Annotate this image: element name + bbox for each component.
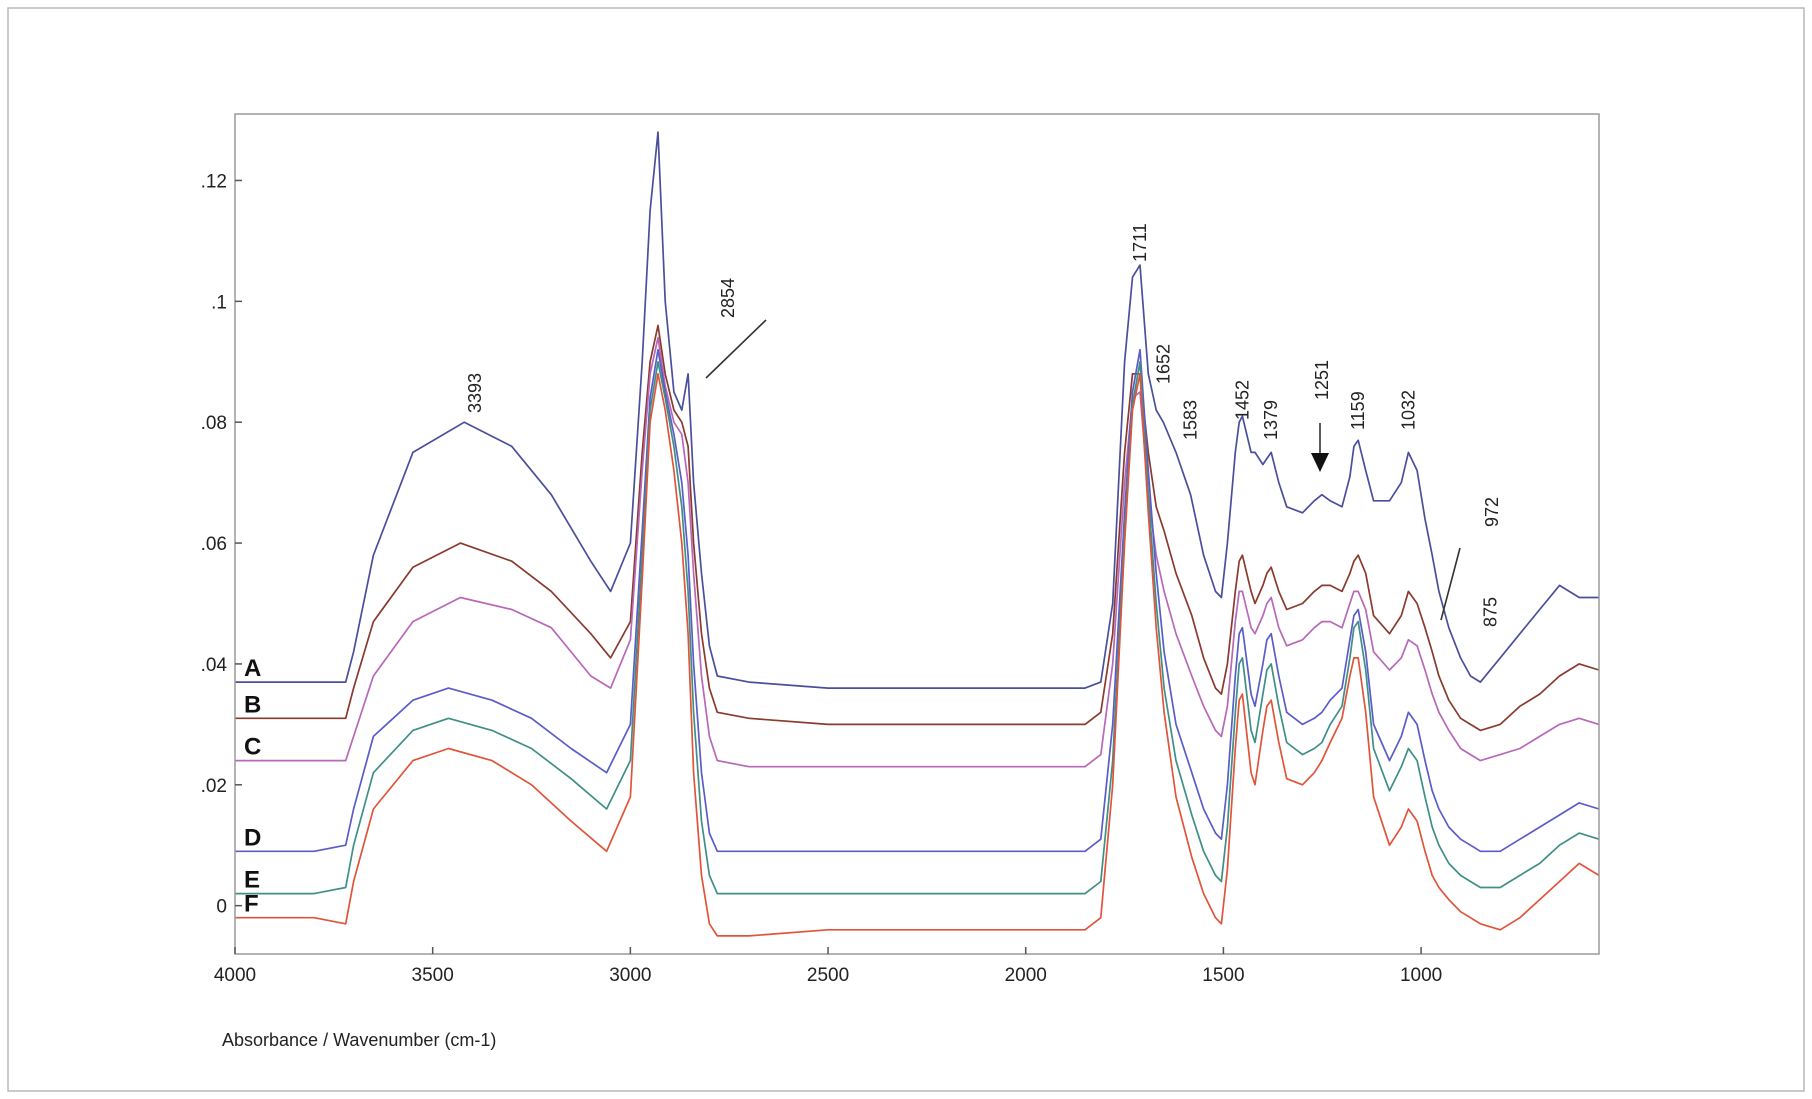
peak-label-1379: 1379	[1261, 400, 1281, 440]
peak-label-1251: 1251	[1312, 360, 1332, 400]
series-line-d	[235, 348, 1600, 853]
peak-label-3393: 3393	[465, 373, 485, 413]
series-line-c	[235, 336, 1600, 768]
leader-line-2854	[705, 319, 767, 379]
series-label-layer: ABC DEF	[244, 655, 261, 918]
peak-label-1159: 1159	[1348, 391, 1368, 430]
leader-line-972	[1440, 547, 1461, 621]
series-line-b	[235, 324, 1600, 732]
y-tick-label-4: .08	[201, 413, 227, 434]
x-tick-label-2500: 2500	[807, 965, 849, 986]
series-label-a: A	[244, 655, 261, 682]
x-tick-label-3500: 3500	[412, 965, 454, 986]
y-tick-label-3: .06	[201, 534, 227, 555]
peak-label-1711: 1711	[1130, 223, 1150, 262]
x-tick-label-3000: 3000	[609, 965, 651, 986]
peak-label-1583: 1583	[1181, 400, 1201, 440]
series-line-a	[235, 131, 1599, 689]
annotation-layer: 3393 2854 1711 1652 1583 1452 1379 1251 1159 1032…	[465, 223, 1502, 627]
arrow-head-1251	[1311, 453, 1329, 472]
y-tick-label-5: .1	[211, 292, 227, 313]
peak-label-1652: 1652	[1153, 344, 1173, 384]
peak-label-875: 875	[1481, 597, 1501, 627]
y-tick-label-6: .12	[201, 171, 227, 192]
y-tick-label-2: .04	[201, 655, 228, 676]
x-tick-label-4000: 4000	[214, 965, 256, 986]
x-tick-label-1000: 1000	[1400, 965, 1442, 986]
series-line-f	[235, 373, 1600, 937]
y-tick-label-0: 0	[216, 897, 227, 918]
x-tick-label-1500: 1500	[1202, 965, 1244, 986]
peak-label-2854: 2854	[718, 278, 738, 318]
series-label-b: B	[244, 691, 261, 718]
series-label-f: F	[244, 891, 259, 918]
x-axis-label: Absorbance / Wavenumber (cm-1)	[222, 1030, 496, 1050]
series-label-e: E	[244, 867, 260, 894]
series-label-d: D	[244, 824, 261, 851]
y-tick-label-1: .02	[201, 776, 227, 797]
plot-area-border	[234, 113, 1600, 955]
peak-label-1452: 1452	[1232, 380, 1252, 420]
figure-frame	[7, 7, 1805, 1092]
peak-label-1032: 1032	[1398, 390, 1418, 430]
peak-label-972: 972	[1482, 497, 1502, 527]
x-tick-label-2000: 2000	[1005, 965, 1047, 986]
series-layer	[235, 131, 1600, 937]
axis-layer: 4000 3500 3000 2500 2000 1500 1000 0 .02 .04 .06 .0…	[201, 171, 1443, 986]
series-label-c: C	[244, 734, 261, 761]
